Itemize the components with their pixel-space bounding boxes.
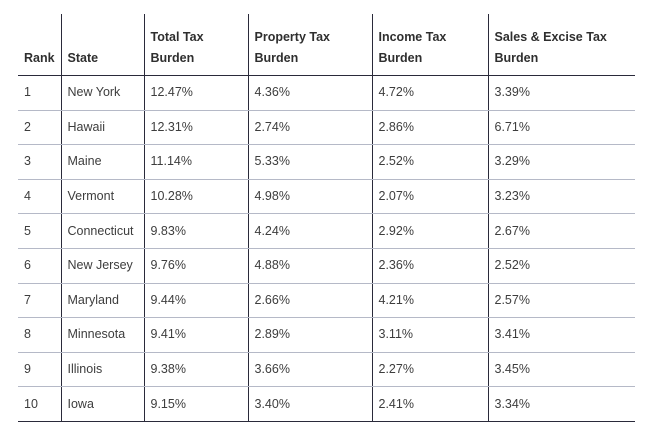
table-row: 5 Connecticut 9.83% 4.24% 2.92% 2.67% xyxy=(18,213,635,249)
cell-total-tax: 9.38% xyxy=(143,352,248,388)
cell-rank: 3 xyxy=(18,144,61,180)
cell-income-tax: 4.21% xyxy=(371,283,488,319)
cell-rank: 8 xyxy=(18,317,61,353)
header-income-tax-burden: Income Tax Burden xyxy=(371,14,488,76)
cell-income-tax: 2.86% xyxy=(371,110,488,146)
cell-income-tax: 2.36% xyxy=(371,248,488,284)
cell-income-tax: 2.41% xyxy=(371,386,488,422)
cell-property-tax: 5.33% xyxy=(247,144,372,180)
cell-total-tax: 9.44% xyxy=(143,283,248,319)
cell-rank: 1 xyxy=(18,75,61,111)
table-row: 9 Illinois 9.38% 3.66% 2.27% 3.45% xyxy=(18,352,635,388)
cell-total-tax: 9.76% xyxy=(143,248,248,284)
table-row: 8 Minnesota 9.41% 2.89% 3.11% 3.41% xyxy=(18,317,635,353)
table-header: Rank State Total Tax Burden Property Tax… xyxy=(18,14,635,76)
table-row: 3 Maine 11.14% 5.33% 2.52% 3.29% xyxy=(18,144,635,180)
cell-property-tax: 4.88% xyxy=(247,248,372,284)
cell-sales-tax: 3.45% xyxy=(487,352,635,388)
cell-property-tax: 4.24% xyxy=(247,213,372,249)
cell-state: New Jersey xyxy=(60,248,144,284)
cell-property-tax: 3.66% xyxy=(247,352,372,388)
cell-state: Maine xyxy=(60,144,144,180)
table-row: 6 New Jersey 9.76% 4.88% 2.36% 2.52% xyxy=(18,248,635,284)
header-state: State xyxy=(60,14,144,76)
cell-property-tax: 2.74% xyxy=(247,110,372,146)
cell-rank: 5 xyxy=(18,213,61,249)
cell-income-tax: 2.52% xyxy=(371,144,488,180)
cell-rank: 10 xyxy=(18,386,61,422)
cell-state: Minnesota xyxy=(60,317,144,353)
cell-rank: 6 xyxy=(18,248,61,284)
cell-state: Illinois xyxy=(60,352,144,388)
table-row: 7 Maryland 9.44% 2.66% 4.21% 2.57% xyxy=(18,283,635,319)
cell-state: Vermont xyxy=(60,179,144,215)
cell-income-tax: 3.11% xyxy=(371,317,488,353)
table-row: 10 Iowa 9.15% 3.40% 2.41% 3.34% xyxy=(18,386,635,422)
cell-state: Iowa xyxy=(60,386,144,422)
cell-property-tax: 4.98% xyxy=(247,179,372,215)
cell-income-tax: 2.92% xyxy=(371,213,488,249)
cell-state: Hawaii xyxy=(60,110,144,146)
cell-total-tax: 12.47% xyxy=(143,75,248,111)
cell-sales-tax: 2.67% xyxy=(487,213,635,249)
cell-total-tax: 10.28% xyxy=(143,179,248,215)
cell-sales-tax: 3.23% xyxy=(487,179,635,215)
cell-property-tax: 2.89% xyxy=(247,317,372,353)
header-sales-excise-tax-burden: Sales & Excise Tax Burden xyxy=(487,14,635,76)
cell-sales-tax: 3.41% xyxy=(487,317,635,353)
table-body: 1 New York 12.47% 4.36% 4.72% 3.39% 2 Hawaii 12… xyxy=(18,75,635,422)
cell-total-tax: 12.31% xyxy=(143,110,248,146)
cell-property-tax: 3.40% xyxy=(247,386,372,422)
cell-income-tax: 4.72% xyxy=(371,75,488,111)
cell-total-tax: 9.83% xyxy=(143,213,248,249)
header-rank: Rank xyxy=(18,14,61,76)
header-row: Rank State Total Tax Burden Property Tax… xyxy=(18,14,635,76)
cell-state: New York xyxy=(60,75,144,111)
table-row: 1 New York 12.47% 4.36% 4.72% 3.39% xyxy=(18,75,635,111)
table-row: 2 Hawaii 12.31% 2.74% 2.86% 6.71% xyxy=(18,110,635,146)
cell-state: Maryland xyxy=(60,283,144,319)
cell-rank: 4 xyxy=(18,179,61,215)
cell-property-tax: 4.36% xyxy=(247,75,372,111)
cell-sales-tax: 3.29% xyxy=(487,144,635,180)
tax-burden-table-container: Rank State Total Tax Burden Property Tax… xyxy=(18,14,636,422)
header-property-tax-burden: Property Tax Burden xyxy=(247,14,372,76)
tax-burden-table: Rank State Total Tax Burden Property Tax… xyxy=(18,14,635,422)
cell-rank: 7 xyxy=(18,283,61,319)
cell-income-tax: 2.07% xyxy=(371,179,488,215)
header-total-tax-burden: Total Tax Burden xyxy=(143,14,248,76)
cell-sales-tax: 2.52% xyxy=(487,248,635,284)
cell-rank: 9 xyxy=(18,352,61,388)
cell-sales-tax: 3.39% xyxy=(487,75,635,111)
cell-sales-tax: 2.57% xyxy=(487,283,635,319)
cell-sales-tax: 6.71% xyxy=(487,110,635,146)
cell-property-tax: 2.66% xyxy=(247,283,372,319)
table-row: 4 Vermont 10.28% 4.98% 2.07% 3.23% xyxy=(18,179,635,215)
cell-total-tax: 9.41% xyxy=(143,317,248,353)
cell-income-tax: 2.27% xyxy=(371,352,488,388)
cell-sales-tax: 3.34% xyxy=(487,386,635,422)
cell-state: Connecticut xyxy=(60,213,144,249)
cell-total-tax: 9.15% xyxy=(143,386,248,422)
cell-rank: 2 xyxy=(18,110,61,146)
cell-total-tax: 11.14% xyxy=(143,144,248,180)
